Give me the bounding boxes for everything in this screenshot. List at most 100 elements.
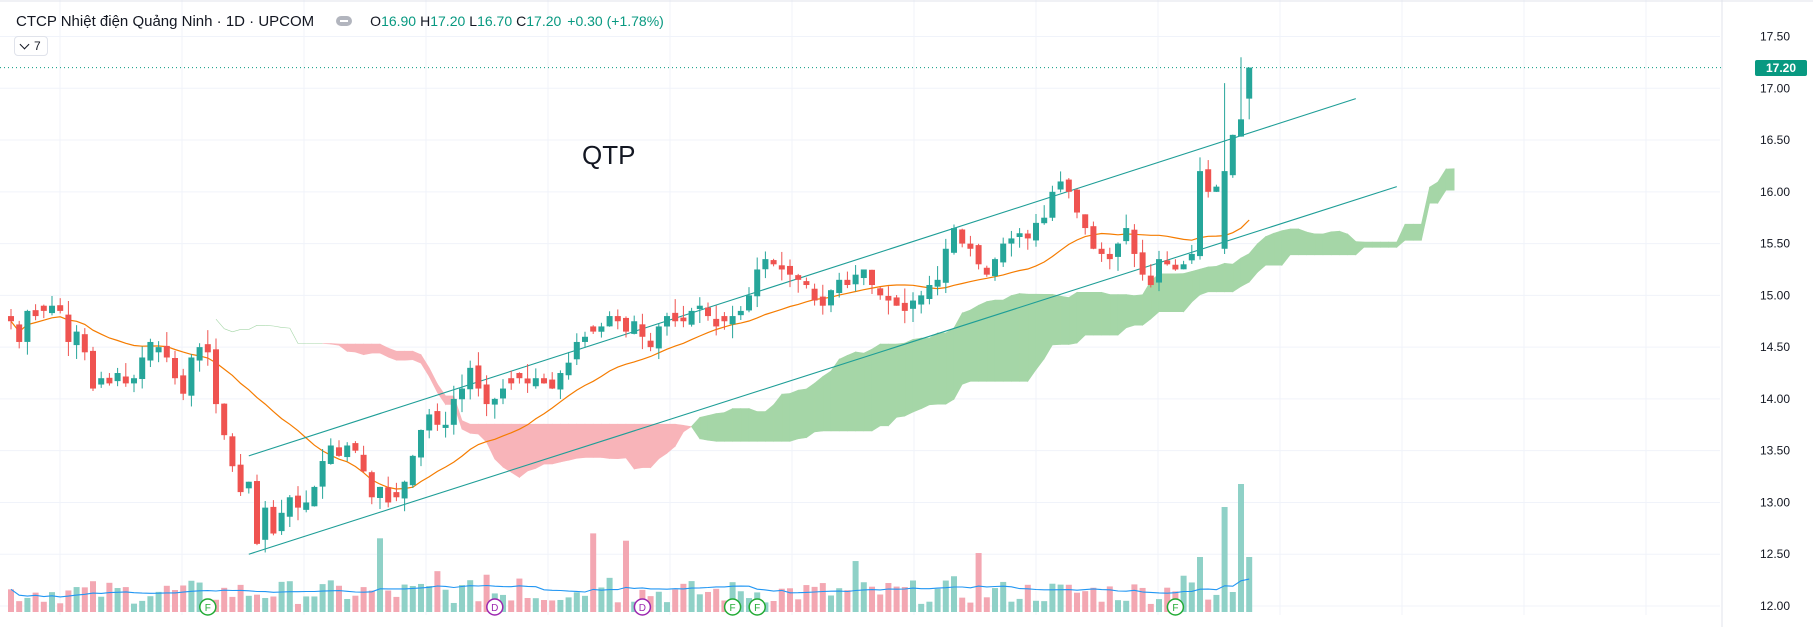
high-label: H: [420, 13, 431, 29]
event-marker-f: [748, 598, 766, 616]
candle-body: [1164, 260, 1171, 265]
volume-bar: [532, 598, 539, 612]
cloud-bull-segment: [855, 351, 865, 432]
candle-body: [368, 472, 375, 498]
volume-bar: [434, 571, 441, 612]
close-label: C: [516, 13, 527, 29]
visibility-toggle-icon[interactable]: [336, 16, 353, 26]
volume-bar: [1246, 557, 1253, 612]
candle-body: [278, 512, 285, 532]
cloud-bear-segment: [642, 423, 651, 468]
cloud-bull-segment: [1076, 292, 1086, 344]
volume-bar: [1229, 592, 1236, 612]
candle-body: [860, 269, 867, 279]
volume-bar: [852, 561, 859, 612]
cloud-bull-segment: [1404, 223, 1414, 241]
volume-bar: [860, 582, 867, 612]
candle-body: [524, 378, 531, 384]
candle-body: [508, 378, 515, 384]
cloud-bear-segment: [371, 343, 381, 354]
candle-body: [754, 269, 761, 297]
candle-body: [729, 316, 736, 325]
volume-bar: [163, 585, 170, 612]
volume-bar: [237, 584, 244, 612]
y-axis-tick-label: 17.00: [1760, 81, 1790, 95]
volume-bar: [713, 588, 720, 612]
volume-bar: [344, 598, 351, 612]
cloud-bull-segment: [1224, 262, 1234, 293]
cloud-bull-segment: [1429, 181, 1439, 204]
cloud-bull-segment: [732, 408, 742, 442]
candle-body: [98, 378, 105, 385]
volume-bar: [844, 590, 851, 612]
candle-body: [532, 378, 539, 387]
cloud-bull-segment: [789, 389, 799, 442]
candle-body: [483, 384, 490, 405]
candle-body: [1057, 181, 1064, 190]
candle-body: [147, 341, 154, 361]
volume-bar: [352, 595, 359, 612]
cloud-bull-segment: [1371, 241, 1381, 248]
event-marker-d: [633, 598, 652, 616]
candle-body: [795, 275, 802, 280]
volume-bar: [803, 585, 810, 612]
cloud-bear-segment: [379, 343, 389, 358]
volume-bar: [90, 581, 96, 612]
cloud-bull-segment: [920, 337, 930, 410]
candle-body: [1205, 169, 1212, 192]
cloud-bear-segment: [551, 423, 561, 465]
cloud-bull-segment: [1175, 273, 1184, 313]
cloud-bull-segment: [1052, 293, 1061, 346]
candle-body: [450, 398, 457, 425]
candle-body: [1246, 67, 1253, 99]
cloud-bull-segment: [1421, 187, 1430, 241]
volume-bar: [24, 597, 31, 612]
cloud-bear-segment: [404, 350, 414, 361]
volume-bar: [385, 590, 392, 612]
cloud-bull-segment: [1273, 230, 1283, 266]
candle-body: [1123, 228, 1130, 242]
volume-bar: [1033, 600, 1039, 612]
candle-body: [254, 481, 260, 544]
candle-body: [1041, 217, 1048, 224]
volume-bar: [73, 587, 80, 612]
candle-body: [746, 295, 752, 311]
chart-annotation[interactable]: QTP: [582, 140, 636, 170]
cloud-bull-segment: [986, 299, 996, 382]
cloud-bear-segment: [363, 343, 373, 356]
cloud-bull-segment: [1240, 253, 1250, 288]
indicators-collapse-button[interactable]: 7: [14, 36, 48, 56]
volume-bar: [516, 578, 523, 612]
volume-bar: [319, 584, 326, 612]
candle-body: [385, 487, 392, 503]
candle-body: [377, 486, 383, 498]
cloud-bull-segment: [1322, 231, 1332, 256]
volume-bar: [795, 599, 802, 612]
cloud-bull-segment: [1060, 295, 1070, 345]
cloud-bull-segment: [1298, 228, 1307, 256]
volume-bar: [1156, 599, 1162, 612]
volume-bar: [1188, 582, 1195, 612]
candle-body: [655, 326, 662, 349]
volume-bar: [1213, 594, 1220, 612]
cloud-bull-segment: [1380, 241, 1389, 248]
cloud-bull-segment: [994, 299, 1004, 382]
candle-body: [1024, 233, 1031, 239]
candle-body: [221, 403, 228, 436]
candle-body: [73, 331, 80, 346]
candle-body: [951, 228, 957, 253]
candle-body: [122, 376, 129, 384]
volume-bar: [467, 580, 474, 612]
cloud-bull-segment: [1043, 293, 1053, 360]
candle-body: [1115, 243, 1121, 257]
candle-body: [409, 455, 416, 486]
candle-body: [1082, 214, 1089, 229]
event-marker-label: F: [1172, 603, 1178, 614]
cloud-bull-segment: [1093, 292, 1102, 336]
cloud-bull-segment: [215, 318, 225, 329]
volume-bar: [508, 600, 515, 612]
cloud-bull-segment: [896, 342, 906, 418]
cloud-bull-segment: [1125, 294, 1135, 329]
